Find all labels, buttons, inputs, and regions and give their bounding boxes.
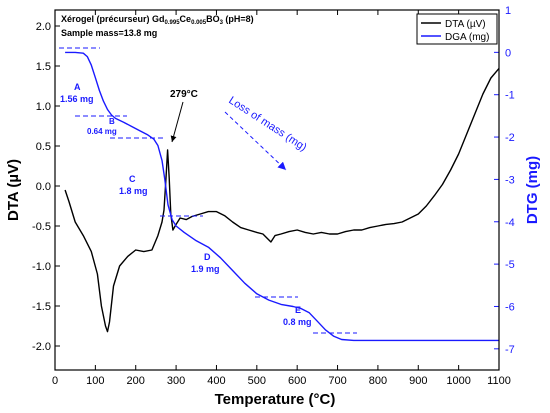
x-tick-label: 800 [369, 375, 387, 387]
y-left-tick-label: -0.5 [32, 221, 51, 233]
step-b-letter: B [109, 117, 115, 126]
step-e-letter: E [295, 305, 301, 315]
y-left-axis-label: DTA (µV) [5, 159, 22, 221]
y-left-tick-label: -1.5 [32, 301, 51, 313]
sample-title-prefix: Xérogel (précurseur) Gd [61, 14, 165, 24]
legend-label-dta: DTA (µV) [445, 19, 486, 30]
sample-title-sub1: 0.995 [165, 20, 181, 26]
axis-ticks: 0 100 200 300 400 500 600 700 800 900 1000 1100 -2.0… [32, 5, 515, 387]
sample-title-sub2: 0.005 [191, 20, 207, 26]
sample-mass: Sample mass=13.8 mg [61, 28, 157, 38]
y-right-tick-label: -1 [505, 90, 515, 102]
x-tick-label: 300 [167, 375, 185, 387]
x-tick-label: 1100 [487, 375, 511, 387]
y-left-tick-label: 1.0 [36, 101, 51, 113]
series-dta-line [64, 67, 500, 333]
y-left-tick-label: 0.0 [36, 181, 51, 193]
x-axis-label: Temperature (°C) [215, 391, 336, 408]
step-e-mass: 0.8 mg [283, 317, 312, 327]
x-tick-label: 100 [86, 375, 104, 387]
y-right-tick-label: -2 [505, 132, 515, 144]
y-right-tick-label: 1 [505, 5, 511, 17]
legend: DTA (µV) DGA (mg) [416, 13, 498, 45]
step-a-mass: 1.56 mg [60, 94, 94, 104]
annotations: 279°C Loss of mass (mg) A 1.56 mg B 0.64… [59, 47, 357, 334]
y-left-tick-label: -2.0 [32, 341, 51, 353]
y-right-tick-label: -5 [505, 259, 515, 271]
peak-label: 279°C [170, 89, 198, 100]
x-tick-label: 200 [127, 375, 145, 387]
sample-title-mid2: BO [206, 14, 220, 24]
loss-label: Loss of mass (mg) [226, 94, 308, 153]
x-tick-label: 0 [52, 375, 58, 387]
y-left-tick-label: 0.5 [36, 141, 51, 153]
y-right-tick-label: -3 [505, 174, 515, 186]
peak-arrow [170, 101, 184, 143]
sample-title-sub3: 3 [220, 20, 224, 26]
step-c-letter: C [129, 174, 136, 184]
y-left-tick-label: -1.0 [32, 261, 51, 273]
loss-arrow [224, 111, 287, 171]
y-right-tick-label: -6 [505, 301, 515, 313]
sample-title: Xérogel (précurseur) Gd0.995Ce0.005BO3 (… [61, 14, 254, 26]
x-tick-label: 600 [288, 375, 306, 387]
step-a-letter: A [74, 82, 81, 92]
plot-frame [54, 9, 500, 371]
step-b-mass: 0.64 mg [87, 127, 117, 136]
x-tick-label: 1000 [446, 375, 470, 387]
y-left-tick-label: 2.0 [36, 21, 51, 33]
x-tick-label: 900 [409, 375, 427, 387]
x-tick-label: 500 [248, 375, 266, 387]
x-tick-label: 700 [328, 375, 346, 387]
y-right-axis-label: DTG (mg) [524, 156, 541, 224]
y-right-tick-label: -7 [505, 344, 515, 356]
sample-title-mid1: Ce [180, 14, 192, 24]
legend-label-dga: DGA (mg) [445, 32, 489, 43]
y-right-tick-label: -4 [505, 217, 515, 229]
x-tick-label: 400 [207, 375, 225, 387]
y-right-tick-label: 0 [505, 47, 511, 59]
series-dga-line [65, 51, 499, 342]
legend-box [416, 13, 498, 45]
sample-title-suffix: (pH=8) [223, 14, 254, 24]
step-c-mass: 1.8 mg [119, 186, 148, 196]
step-d-mass: 1.9 mg [191, 264, 220, 274]
series-layer [64, 51, 500, 342]
step-d-letter: D [204, 252, 211, 262]
y-left-tick-label: 1.5 [36, 61, 51, 73]
